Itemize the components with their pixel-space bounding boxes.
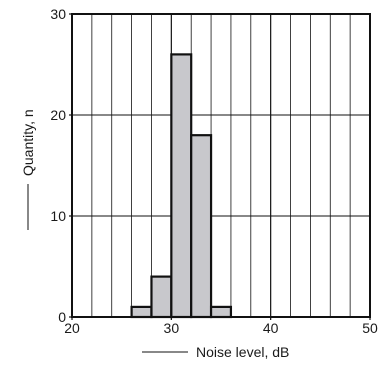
y-tick-label: 20 <box>50 107 66 123</box>
histogram-bar <box>190 134 213 319</box>
histogram-bars <box>130 53 233 319</box>
histogram-bar <box>150 275 173 319</box>
x-tick-label: 40 <box>263 320 279 336</box>
y-tick-labels: 0 10 20 30 <box>50 6 72 325</box>
y-tick-label: 30 <box>50 6 66 22</box>
y-tick-label: 10 <box>50 208 66 224</box>
y-axis-label: Quantity, n <box>20 109 36 176</box>
histogram-bar <box>170 53 193 319</box>
grid <box>72 14 370 317</box>
plot-frame <box>71 13 371 318</box>
x-tick-label: 50 <box>362 320 378 336</box>
y-tick-label: 0 <box>58 309 66 325</box>
y-axis-label-group: Quantity, n <box>20 109 36 230</box>
x-tick-labels: 20 30 40 50 <box>64 317 378 336</box>
x-tick-label: 20 <box>64 320 80 336</box>
x-tick-label: 30 <box>164 320 180 336</box>
histogram-bar <box>209 305 233 319</box>
x-axis-label-group: Noise level, dB <box>142 344 289 360</box>
x-axis-label: Noise level, dB <box>196 344 289 360</box>
histogram-bar <box>130 305 153 319</box>
